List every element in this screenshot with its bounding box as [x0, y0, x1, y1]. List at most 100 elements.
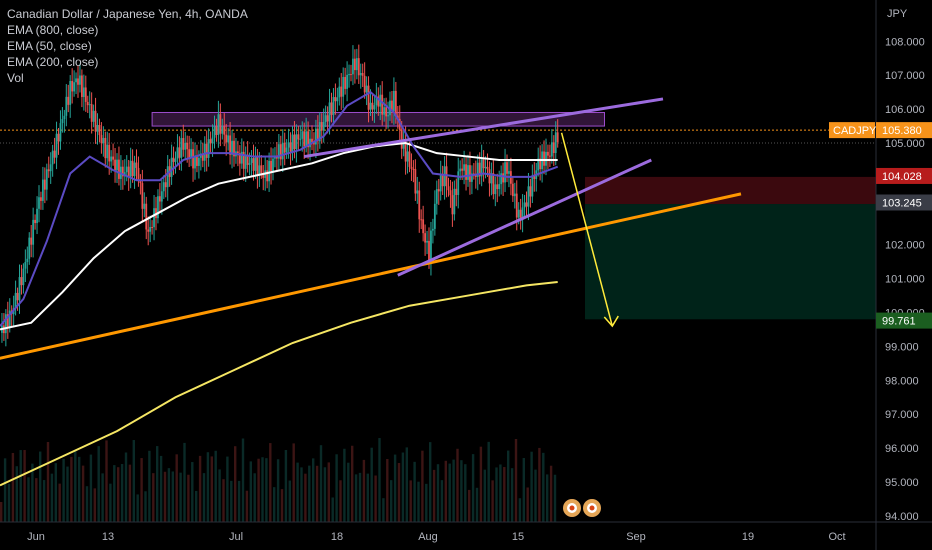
candle-body[interactable]: [223, 126, 226, 135]
candle-body[interactable]: [209, 139, 212, 144]
candle-body[interactable]: [432, 228, 434, 231]
candle-body[interactable]: [531, 175, 534, 197]
candle-body[interactable]: [330, 102, 333, 115]
candle-body[interactable]: [318, 122, 321, 142]
candle-body[interactable]: [316, 128, 319, 142]
candle-body[interactable]: [112, 156, 114, 160]
candle-body[interactable]: [336, 97, 339, 102]
symbol-tag[interactable]: [829, 122, 875, 139]
candle-body[interactable]: [125, 166, 128, 173]
candle-body[interactable]: [92, 110, 95, 122]
candle-body[interactable]: [104, 137, 107, 159]
candle-body[interactable]: [143, 203, 146, 209]
candle-body[interactable]: [268, 160, 270, 182]
candle-body[interactable]: [313, 142, 315, 145]
ema50-line[interactable]: [0, 90, 559, 327]
projection-arrow[interactable]: [560, 132, 614, 327]
candle-body[interactable]: [188, 149, 191, 158]
candle-body[interactable]: [504, 162, 506, 183]
candle-body[interactable]: [42, 179, 44, 201]
candle-body[interactable]: [513, 193, 516, 197]
candle-body[interactable]: [194, 155, 196, 169]
candle-body[interactable]: [498, 184, 501, 190]
candle-body[interactable]: [198, 157, 200, 166]
candle-body[interactable]: [412, 168, 415, 170]
candle-body[interactable]: [307, 131, 309, 148]
candle-body[interactable]: [135, 162, 138, 168]
lower-channel-line[interactable]: [397, 158, 652, 277]
candle-body[interactable]: [523, 202, 526, 208]
candle-body[interactable]: [242, 151, 245, 169]
candle-body[interactable]: [14, 292, 17, 309]
candle-body[interactable]: [301, 131, 304, 139]
candle-body[interactable]: [149, 227, 152, 232]
candle-body[interactable]: [467, 165, 469, 180]
candle-body[interactable]: [43, 179, 46, 190]
candle-body[interactable]: [521, 207, 524, 219]
candle-body[interactable]: [28, 237, 31, 259]
candle-body[interactable]: [127, 166, 130, 178]
candle-body[interactable]: [237, 151, 239, 154]
candle-body[interactable]: [324, 115, 327, 123]
candle-body[interactable]: [94, 110, 97, 132]
candle-body[interactable]: [63, 115, 66, 120]
candle-body[interactable]: [159, 196, 161, 202]
candle-body[interactable]: [426, 240, 428, 243]
candle-body[interactable]: [49, 164, 52, 172]
candle-body[interactable]: [527, 186, 530, 207]
candle-body[interactable]: [55, 133, 58, 158]
candle-body[interactable]: [231, 140, 233, 155]
candle-body[interactable]: [82, 87, 85, 98]
candle-body[interactable]: [131, 160, 134, 177]
take-profit-zone[interactable]: [585, 204, 876, 320]
candle-body[interactable]: [352, 58, 354, 75]
candle-body[interactable]: [554, 132, 557, 154]
price-tag[interactable]: [876, 194, 932, 211]
candle-body[interactable]: [172, 157, 175, 162]
candle-body[interactable]: [47, 169, 50, 172]
candle-body[interactable]: [447, 186, 450, 191]
candle-body[interactable]: [344, 76, 347, 89]
candle-body[interactable]: [166, 166, 169, 188]
candle-body[interactable]: [291, 134, 294, 152]
candle-body[interactable]: [233, 140, 235, 157]
candle-body[interactable]: [406, 151, 409, 162]
candle-body[interactable]: [279, 144, 282, 160]
candle-body[interactable]: [219, 114, 222, 134]
candle-body[interactable]: [201, 153, 204, 161]
candle-body[interactable]: [439, 174, 442, 192]
candle-body[interactable]: [369, 102, 372, 110]
candle-body[interactable]: [162, 182, 165, 192]
candle-body[interactable]: [86, 101, 89, 106]
candle-body[interactable]: [258, 165, 261, 176]
candle-body[interactable]: [34, 219, 36, 224]
legend-volume[interactable]: Vol: [7, 71, 24, 85]
candle-body[interactable]: [248, 162, 251, 165]
candle-body[interactable]: [299, 138, 302, 140]
candle-body[interactable]: [182, 138, 185, 150]
candle-body[interactable]: [424, 233, 426, 243]
candle-body[interactable]: [393, 90, 395, 112]
candle-body[interactable]: [433, 203, 436, 229]
candle-body[interactable]: [287, 142, 290, 148]
candle-body[interactable]: [340, 86, 343, 97]
candle-body[interactable]: [394, 90, 397, 116]
candle-body[interactable]: [277, 144, 280, 159]
candle-body[interactable]: [455, 188, 458, 195]
candle-body[interactable]: [533, 175, 536, 180]
candle-body[interactable]: [480, 158, 483, 177]
candle-body[interactable]: [121, 166, 124, 177]
candle-body[interactable]: [51, 150, 54, 165]
ema200-line[interactable]: [0, 141, 558, 331]
candle-body[interactable]: [381, 94, 384, 115]
candle-body[interactable]: [488, 169, 491, 184]
candle-body[interactable]: [141, 183, 144, 209]
candle-body[interactable]: [490, 173, 493, 184]
candle-body[interactable]: [32, 219, 35, 245]
candle-body[interactable]: [549, 155, 551, 157]
candle-body[interactable]: [305, 131, 308, 147]
legend-title[interactable]: Canadian Dollar / Japanese Yen, 4h, OAND…: [7, 7, 248, 21]
candle-body[interactable]: [190, 149, 192, 158]
candle-body[interactable]: [221, 126, 224, 134]
candle-body[interactable]: [16, 292, 19, 301]
